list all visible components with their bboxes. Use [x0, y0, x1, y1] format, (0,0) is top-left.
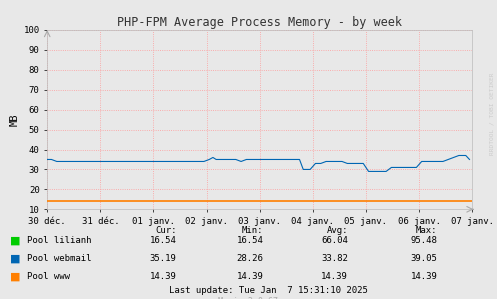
- Text: Min:: Min:: [242, 226, 263, 235]
- Text: 39.05: 39.05: [411, 254, 437, 263]
- Text: ■: ■: [10, 236, 20, 246]
- Text: Avg:: Avg:: [327, 226, 348, 235]
- Text: Pool lilianh: Pool lilianh: [27, 236, 92, 245]
- Y-axis label: MB: MB: [9, 113, 19, 126]
- Text: ■: ■: [10, 254, 20, 264]
- Text: Pool www: Pool www: [27, 272, 71, 281]
- Text: 16.54: 16.54: [237, 236, 263, 245]
- Text: 14.39: 14.39: [411, 272, 437, 281]
- Text: 33.82: 33.82: [321, 254, 348, 263]
- Text: ■: ■: [10, 271, 20, 282]
- Text: Munin 2.0.67: Munin 2.0.67: [219, 298, 278, 299]
- Text: 16.54: 16.54: [150, 236, 176, 245]
- Text: Last update: Tue Jan  7 15:31:10 2025: Last update: Tue Jan 7 15:31:10 2025: [169, 286, 368, 295]
- Title: PHP-FPM Average Process Memory - by week: PHP-FPM Average Process Memory - by week: [117, 16, 402, 29]
- Text: 66.04: 66.04: [321, 236, 348, 245]
- Text: 95.48: 95.48: [411, 236, 437, 245]
- Text: RRDTOOL / TOBI OETIKER: RRDTOOL / TOBI OETIKER: [490, 72, 495, 155]
- Text: 14.39: 14.39: [237, 272, 263, 281]
- Text: 28.26: 28.26: [237, 254, 263, 263]
- Text: Pool webmail: Pool webmail: [27, 254, 92, 263]
- Text: 14.39: 14.39: [321, 272, 348, 281]
- Text: 35.19: 35.19: [150, 254, 176, 263]
- Text: Cur:: Cur:: [155, 226, 176, 235]
- Text: Max:: Max:: [416, 226, 437, 235]
- Text: 14.39: 14.39: [150, 272, 176, 281]
